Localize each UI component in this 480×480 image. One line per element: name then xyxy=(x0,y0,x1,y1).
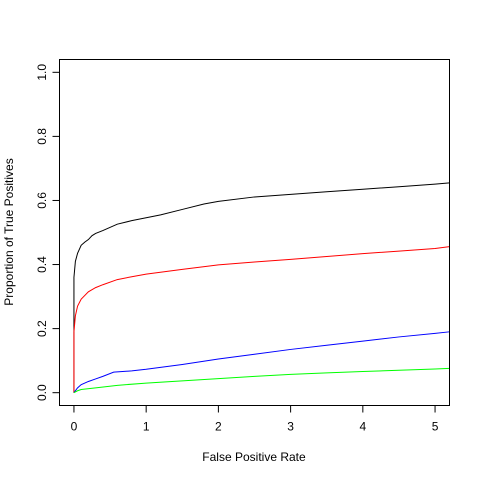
y-tick-label: 0.2 xyxy=(35,320,49,337)
x-tick-label: 1 xyxy=(143,420,150,434)
y-tick-label: 1.0 xyxy=(35,64,49,81)
x-tick-label: 3 xyxy=(287,420,294,434)
y-axis-title: Proportion of True Positives xyxy=(2,158,16,305)
x-tick-label: 4 xyxy=(359,420,366,434)
y-tick-label: 0.6 xyxy=(35,192,49,209)
x-axis: 0 1 2 3 4 5 xyxy=(71,405,439,434)
plot-frame xyxy=(59,59,450,406)
y-axis: 0.0 0.2 0.4 0.6 0.8 1.0 xyxy=(35,64,60,401)
x-axis-title: False Positive Rate xyxy=(202,450,306,464)
series-line-1 xyxy=(73,182,450,393)
y-tick-label: 0.8 xyxy=(35,128,49,145)
y-tick-label: 0.4 xyxy=(35,256,49,273)
series-line-2 xyxy=(73,246,450,393)
x-tick-label: 0 xyxy=(71,420,78,434)
series-line-3 xyxy=(73,331,450,393)
x-tick-label: 2 xyxy=(215,420,222,434)
series-layer xyxy=(73,182,450,394)
y-tick-label: 0.0 xyxy=(35,384,49,401)
series-line-4 xyxy=(73,367,450,394)
x-tick-label: 5 xyxy=(432,420,439,434)
